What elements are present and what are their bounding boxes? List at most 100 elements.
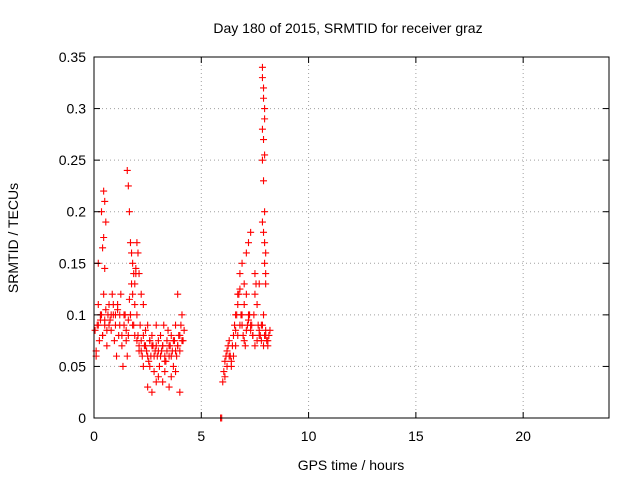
data-point: [261, 105, 269, 113]
y-axis-label: SRMTID / TECUs: [5, 183, 21, 293]
data-point: [229, 352, 237, 360]
data-point: [260, 136, 268, 144]
data-point: [245, 239, 252, 247]
data-point: [125, 208, 133, 216]
data-point: [99, 331, 107, 339]
data-point: [261, 259, 269, 267]
data-point: [255, 331, 263, 339]
data-point: [227, 362, 235, 370]
data-point: [260, 177, 268, 185]
data-point: [172, 347, 180, 355]
data-point: [219, 378, 227, 386]
data-point: [236, 321, 244, 329]
data-point: [125, 295, 133, 303]
data-point: [100, 187, 108, 195]
data-point: [261, 239, 269, 247]
data-point: [238, 259, 246, 267]
data-point: [99, 244, 107, 252]
data-point: [101, 264, 109, 272]
data-point: [234, 331, 242, 339]
data-point: [165, 383, 173, 391]
data-point: [118, 342, 126, 350]
x-tick-label: 15: [408, 428, 424, 444]
data-point: [169, 337, 177, 345]
y-tick-label: 0.25: [59, 152, 86, 168]
data-point: [146, 337, 154, 345]
data-point: [154, 373, 162, 381]
data-point: [178, 311, 186, 319]
data-point: [159, 378, 167, 386]
data-point: [258, 218, 266, 226]
data-point: [260, 94, 268, 102]
data-point: [251, 290, 259, 298]
data-point: [124, 316, 132, 324]
data-point: [172, 368, 180, 376]
data-point: [117, 290, 125, 298]
chart-title: Day 180 of 2015, SRMTID for receiver gra…: [213, 20, 482, 36]
data-points: [91, 63, 274, 422]
data-point: [238, 311, 246, 319]
data-point: [178, 337, 186, 345]
data-point: [249, 331, 257, 339]
data-point: [261, 151, 269, 159]
data-point: [135, 270, 143, 278]
data-point: [176, 388, 184, 396]
data-point: [232, 342, 240, 350]
data-point: [123, 166, 131, 174]
data-point: [129, 321, 137, 329]
data-point: [253, 337, 261, 345]
data-point: [220, 368, 228, 376]
data-point: [120, 311, 128, 319]
data-point: [123, 352, 131, 360]
data-point: [164, 326, 172, 334]
data-point: [262, 270, 270, 278]
data-point: [174, 342, 182, 350]
data-point: [163, 337, 171, 345]
data-point: [128, 249, 136, 257]
data-point: [103, 326, 111, 334]
data-point: [103, 342, 111, 350]
x-axis-label: GPS time / hours: [298, 457, 405, 473]
y-tick-label: 0.3: [67, 101, 87, 117]
data-point: [240, 337, 248, 345]
data-point: [136, 321, 144, 329]
data-point: [260, 84, 268, 92]
data-point: [102, 218, 110, 226]
data-point: [247, 228, 255, 236]
y-tick-label: 0.35: [59, 49, 86, 65]
data-point: [139, 301, 147, 309]
data-point: [154, 347, 162, 355]
data-point: [221, 357, 229, 365]
data-point: [91, 326, 99, 334]
data-point: [169, 362, 177, 370]
x-tick-label: 0: [90, 428, 98, 444]
data-point: [133, 311, 141, 319]
x-tick-label: 10: [301, 428, 317, 444]
data-point: [100, 234, 108, 241]
data-point: [258, 125, 266, 133]
data-point: [144, 352, 152, 360]
data-point: [260, 342, 268, 350]
y-tick-label: 0: [78, 410, 86, 426]
data-point: [145, 357, 153, 365]
data-point: [257, 321, 265, 329]
data-point: [139, 331, 147, 339]
data-point: [113, 352, 121, 360]
data-point: [105, 321, 113, 329]
data-point: [221, 373, 229, 381]
data-point: [137, 347, 145, 355]
data-point: [241, 342, 249, 350]
data-point: [160, 321, 168, 329]
data-point: [137, 290, 145, 298]
data-point: [152, 342, 160, 350]
data-point: [135, 342, 143, 350]
data-point: [240, 280, 248, 288]
data-point: [262, 280, 270, 288]
data-point: [167, 373, 175, 381]
plot-frame: [93, 56, 610, 419]
data-point: [124, 331, 132, 339]
data-point: [258, 74, 266, 82]
data-point: [152, 321, 160, 329]
data-point: [234, 301, 242, 309]
